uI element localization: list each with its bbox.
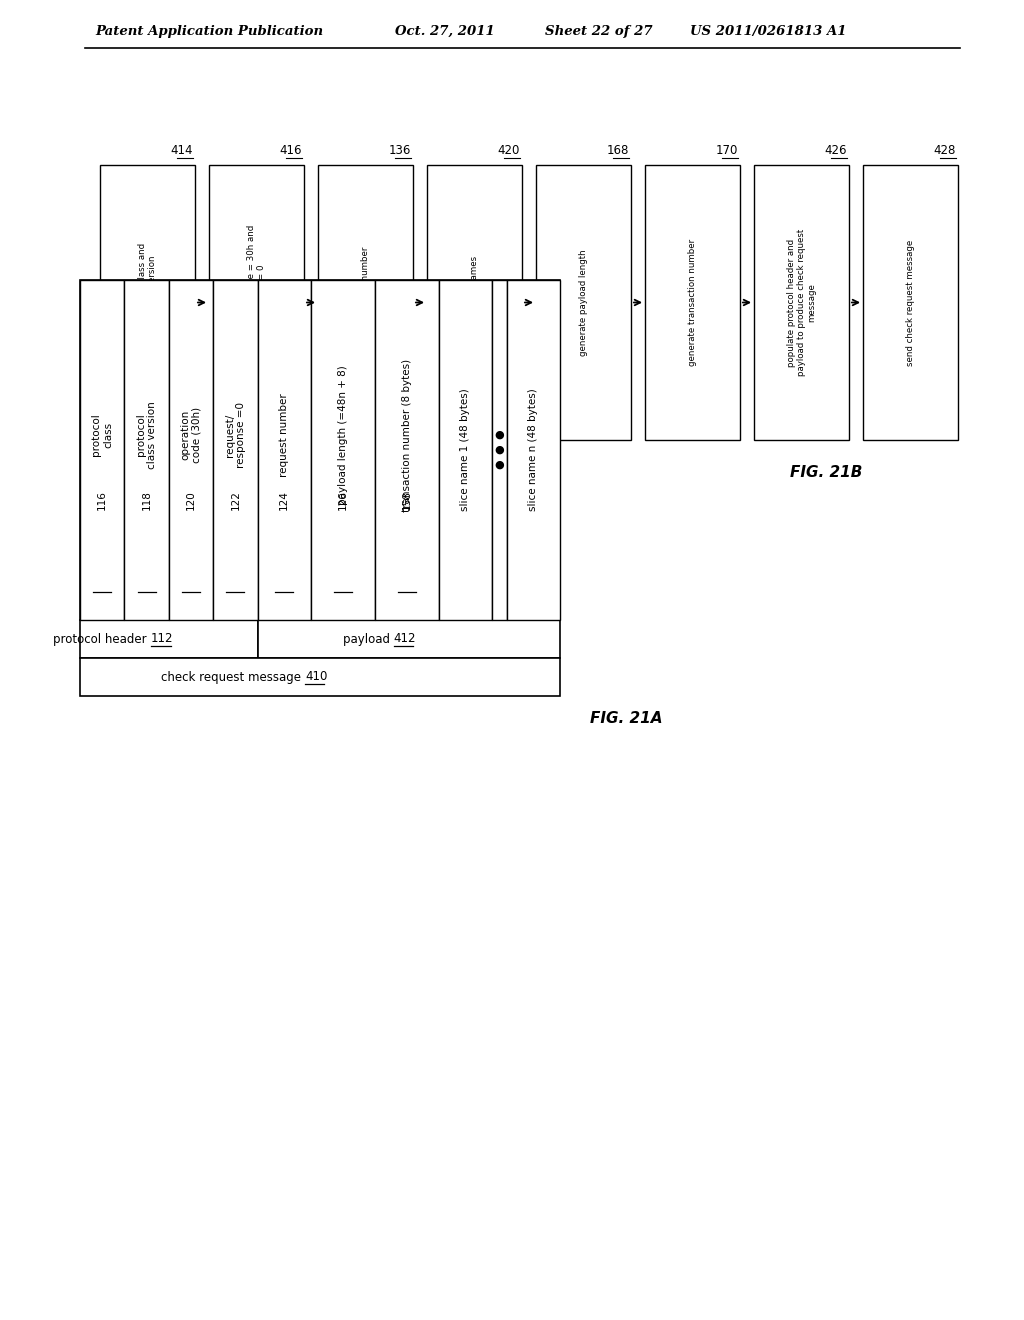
Text: Oct. 27, 2011: Oct. 27, 2011	[395, 25, 495, 38]
Text: generate transaction number: generate transaction number	[688, 239, 697, 366]
Text: ●: ●	[495, 445, 504, 455]
Bar	[258, 280, 311, 620]
Text: 412: 412	[394, 632, 417, 645]
Text: FIG. 21A: FIG. 21A	[590, 711, 663, 726]
Text: protocol
class version: protocol class version	[136, 401, 158, 469]
Text: FIG. 21B: FIG. 21B	[790, 465, 862, 480]
Bar	[438, 280, 492, 620]
Text: 124: 124	[280, 490, 289, 510]
Text: protocol
class: protocol class	[91, 413, 113, 457]
Text: ●: ●	[495, 430, 504, 440]
Bar	[536, 165, 631, 440]
Bar	[754, 165, 849, 440]
Bar	[80, 280, 124, 620]
Text: slice name 1 (48 bytes): slice name 1 (48 bytes)	[460, 388, 470, 511]
Bar	[507, 280, 560, 620]
Bar	[213, 280, 258, 620]
Bar	[311, 280, 375, 620]
Bar	[209, 165, 304, 440]
Text: generate payload length: generate payload length	[579, 249, 588, 356]
Text: 428: 428	[934, 144, 956, 157]
Text: generate operation code = 30h and
response flag = 0: generate operation code = 30h and respon…	[247, 224, 266, 380]
Bar	[258, 620, 560, 657]
Text: 118: 118	[141, 490, 152, 510]
Bar	[318, 165, 413, 440]
Bar	[124, 280, 169, 620]
Text: operation
code (30h): operation code (30h)	[180, 407, 202, 463]
Bar	[863, 165, 958, 440]
Text: Patent Application Publication: Patent Application Publication	[95, 25, 324, 38]
Text: populate protocol header and
payload to produce check request
message: populate protocol header and payload to …	[786, 228, 816, 376]
Bar	[375, 280, 438, 620]
Text: protocol header: protocol header	[53, 632, 151, 645]
Bar	[100, 165, 195, 440]
Text: send check request message: send check request message	[906, 239, 915, 366]
Text: 170: 170	[716, 144, 738, 157]
Text: 120: 120	[186, 490, 196, 510]
Text: 112: 112	[151, 632, 173, 645]
Text: 414: 414	[171, 144, 193, 157]
Bar	[427, 165, 522, 440]
Text: 116: 116	[97, 490, 108, 510]
Bar	[645, 165, 740, 440]
Text: generate request number: generate request number	[361, 247, 370, 358]
Text: request/
response =0: request/ response =0	[224, 403, 246, 469]
Text: 122: 122	[230, 490, 241, 510]
Bar	[80, 657, 560, 696]
Bar	[80, 620, 258, 657]
Text: payload length (=48n + 8): payload length (=48n + 8)	[338, 366, 348, 504]
Text: generate protocol class and
protocol class version: generate protocol class and protocol cla…	[138, 243, 158, 363]
Text: slice name n (48 bytes): slice name n (48 bytes)	[528, 388, 539, 511]
Text: check request message: check request message	[161, 671, 305, 684]
Text: US 2011/0261813 A1: US 2011/0261813 A1	[690, 25, 847, 38]
Text: 136: 136	[389, 144, 411, 157]
Text: generate slice names: generate slice names	[470, 256, 479, 348]
Text: payload: payload	[343, 632, 394, 645]
Text: 410: 410	[305, 671, 328, 684]
Text: 416: 416	[280, 144, 302, 157]
Text: ●: ●	[495, 459, 504, 470]
Text: transaction number (8 bytes): transaction number (8 bytes)	[401, 359, 412, 512]
Text: request number: request number	[280, 393, 289, 477]
Bar	[492, 280, 507, 620]
Text: 158: 158	[401, 490, 412, 510]
Text: 426: 426	[824, 144, 847, 157]
Text: Sheet 22 of 27: Sheet 22 of 27	[545, 25, 652, 38]
Text: 420: 420	[498, 144, 520, 157]
Text: 168: 168	[606, 144, 629, 157]
Bar	[169, 280, 213, 620]
Text: 126: 126	[338, 490, 348, 510]
Bar	[80, 280, 560, 620]
